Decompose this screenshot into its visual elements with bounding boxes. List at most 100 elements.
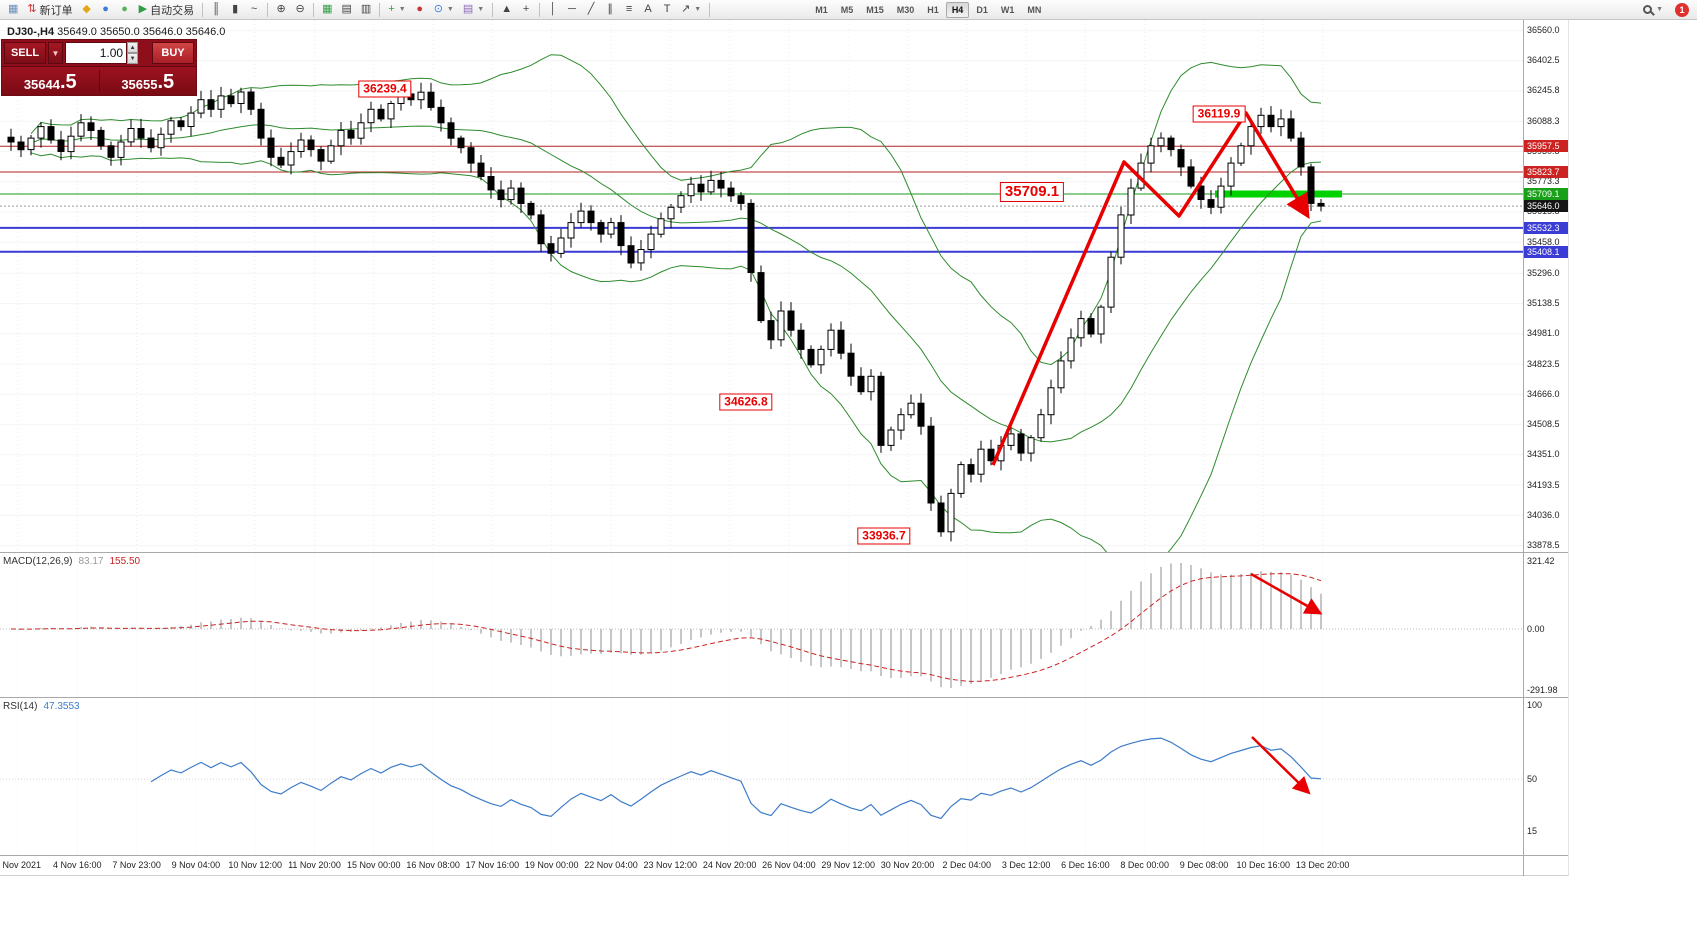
profiles-icon: ● xyxy=(416,3,424,15)
metaquotes-icon: ● xyxy=(102,3,109,15)
search-button[interactable]: ▼ xyxy=(1639,1,1667,19)
time-label: 15 Nov 00:00 xyxy=(347,860,401,870)
price-tick: 34036.0 xyxy=(1527,509,1560,520)
text-label-button[interactable]: T xyxy=(658,1,676,19)
crosshair-button[interactable]: + xyxy=(517,1,535,19)
community-button[interactable]: ● xyxy=(116,1,134,19)
trend-arrow[interactable] xyxy=(991,111,1310,466)
fibonacci-button[interactable]: ≡ xyxy=(620,1,638,19)
profiles-button[interactable]: ● xyxy=(411,1,429,19)
timeframe-m5[interactable]: M5 xyxy=(840,4,854,15)
timeframe-m1[interactable]: M1 xyxy=(815,4,828,15)
chevron-down-icon: ▼ xyxy=(694,6,702,13)
timeframe-h4[interactable]: H4 xyxy=(945,1,970,18)
time-label: 9 Nov 04:00 xyxy=(171,860,221,870)
panel-separator[interactable] xyxy=(0,697,1568,698)
toolbar-separator xyxy=(313,2,315,17)
timeframe-d1[interactable]: D1 xyxy=(976,4,988,15)
time-label: 2 Dec 04:00 xyxy=(942,860,992,870)
auto-scroll-button[interactable]: ▤ xyxy=(338,1,356,19)
time-label: 8 Dec 00:00 xyxy=(1120,860,1169,870)
chart-window-button[interactable]: ▦ xyxy=(4,1,22,19)
macd-scale-tick: -291.98 xyxy=(1527,685,1558,695)
timeframe-m30[interactable]: M30 xyxy=(896,4,915,15)
time-axis[interactable]: 3 Nov 2021 4 Nov 16:00 7 Nov 23:00 9 Nov 04… xyxy=(0,856,1523,875)
price-tick: 34351.0 xyxy=(1527,449,1560,460)
cursor-button[interactable]: ▲ xyxy=(497,1,516,19)
horizontal-line-button[interactable]: ─ xyxy=(563,1,581,19)
timeframe-h1[interactable]: H1 xyxy=(927,4,939,15)
sell-button[interactable]: SELL xyxy=(4,42,46,64)
channel-button[interactable]: ∥ xyxy=(601,1,619,19)
new-chart-button[interactable]: + ▼ xyxy=(384,1,409,19)
timeframe-m15[interactable]: M15 xyxy=(866,4,884,15)
buy-button[interactable]: BUY xyxy=(152,42,194,64)
rsi-scale-tick: 15 xyxy=(1527,825,1538,836)
support-zone-band[interactable] xyxy=(1215,190,1342,198)
main-chart-plot[interactable] xyxy=(0,20,1523,552)
tile-windows-button[interactable]: ▦ xyxy=(318,1,336,19)
price-tick: 34508.5 xyxy=(1527,419,1560,430)
rsi-scale-tick: 50 xyxy=(1527,773,1538,784)
zoom-out-icon: ⊖ xyxy=(295,3,305,15)
price-tick: 36245.8 xyxy=(1527,85,1560,96)
new-order-button[interactable]: ⇅ 新订单 xyxy=(23,1,76,19)
text-label-icon: T xyxy=(663,3,671,15)
chevron-down-icon: ▼ xyxy=(398,6,406,13)
volume-down-button[interactable]: ▼ xyxy=(127,53,138,64)
sell-price[interactable]: 35644.5 xyxy=(23,71,77,93)
zoom-in-button[interactable]: ⊕ xyxy=(272,1,290,19)
text-button[interactable]: A xyxy=(639,1,657,19)
line-chart-button[interactable]: ~ xyxy=(245,1,263,19)
price-tick: 33878.5 xyxy=(1527,540,1560,551)
macd-axis[interactable]: 321.42 0.00 -291.98 xyxy=(1524,553,1568,697)
rsi-axis[interactable]: 100 50 15 xyxy=(1524,698,1568,855)
timeframe-w1[interactable]: W1 xyxy=(1000,4,1015,15)
panel-separator[interactable] xyxy=(0,552,1568,553)
chevron-down-icon: ▼ xyxy=(477,6,485,13)
time-label: 11 Nov 20:00 xyxy=(288,860,341,870)
macd-chart[interactable] xyxy=(0,553,1523,697)
timeframe-mn[interactable]: MN xyxy=(1027,4,1042,15)
rsi-chart[interactable] xyxy=(0,698,1523,855)
bar-chart-button[interactable]: ║ xyxy=(207,1,225,19)
notification-badge[interactable]: 1 xyxy=(1675,2,1689,17)
trendline-icon: ╱ xyxy=(587,3,595,15)
buy-price[interactable]: 35655.5 xyxy=(121,71,175,93)
time-label: 3 Nov 2021 xyxy=(0,860,42,870)
new-chart-icon: + xyxy=(388,3,395,15)
time-label: 24 Nov 20:00 xyxy=(702,860,757,870)
time-label: 6 Dec 16:00 xyxy=(1061,860,1110,870)
macd-arrow[interactable] xyxy=(1250,572,1323,615)
trendline-button[interactable]: ╱ xyxy=(582,1,600,19)
price-level-tag: 35823.7 xyxy=(1524,166,1568,178)
period-button[interactable]: ⊙ ▼ xyxy=(430,1,458,19)
arrows-button[interactable]: ↗ ▼ xyxy=(677,1,705,19)
candlestick-chart[interactable] xyxy=(0,20,1523,552)
auto-trading-button[interactable]: ▶ 自动交易 xyxy=(135,1,198,19)
time-label: 22 Nov 04:00 xyxy=(584,860,638,870)
history-center-button[interactable]: ◆ xyxy=(78,1,96,19)
candlestick-chart-button[interactable]: ▮ xyxy=(226,1,244,19)
cursor-icon: ▲ xyxy=(501,3,513,15)
macd-plot[interactable] xyxy=(0,553,1523,697)
timeframe-group: M1 M5 M15 M30 H1 H4 D1 W1 MN xyxy=(809,1,1047,18)
vertical-line-button[interactable]: │ xyxy=(544,1,562,19)
chart-shift-button[interactable]: ▥ xyxy=(357,1,375,19)
indicators-button[interactable]: ▤ ▼ xyxy=(459,1,488,19)
macd-label: MACD(12,26,9) 83.17 155.50 xyxy=(3,556,141,567)
volume-input[interactable] xyxy=(65,42,128,64)
price-level-tag: 35408.1 xyxy=(1524,245,1568,258)
volume-up-button[interactable]: ▲ xyxy=(127,42,138,53)
price-tick: 36088.3 xyxy=(1527,115,1560,126)
price-axis[interactable]: 36560.036402.536245.836088.335930.835773… xyxy=(1524,20,1568,552)
ohlc-values: 35649.0 35650.0 35646.0 35646.0 xyxy=(57,26,226,38)
time-label: 23 Nov 12:00 xyxy=(643,860,698,870)
zoom-out-button[interactable]: ⊖ xyxy=(291,1,309,19)
rsi-plot[interactable] xyxy=(0,698,1523,855)
horizontal-line-icon: ─ xyxy=(568,3,576,15)
panel-separator[interactable] xyxy=(0,855,1568,856)
metaquotes-button[interactable]: ● xyxy=(97,1,115,19)
rsi-arrow[interactable] xyxy=(1251,736,1311,795)
volume-dropdown[interactable]: ▼ xyxy=(48,42,63,64)
